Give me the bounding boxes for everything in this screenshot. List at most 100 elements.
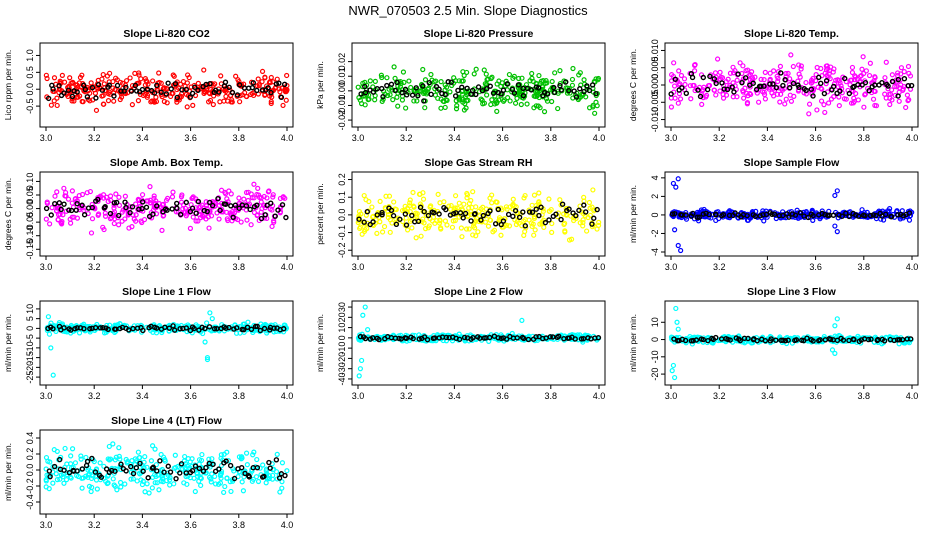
reference-point	[276, 475, 283, 481]
y-tick-label: 0	[25, 326, 35, 331]
data-point	[253, 474, 260, 480]
reference-point	[572, 336, 578, 342]
x-tick-label: 3.4	[136, 133, 149, 143]
data-point	[192, 488, 198, 495]
data-point	[475, 229, 481, 235]
reference-point	[591, 215, 597, 221]
y-tick-label: 5	[25, 316, 35, 321]
reference-point	[210, 461, 216, 468]
data-point	[56, 89, 62, 96]
reference-point	[672, 210, 678, 217]
data-point	[403, 105, 409, 111]
data-point	[825, 65, 831, 72]
data-point	[538, 78, 544, 84]
data-point	[903, 104, 909, 111]
data-point	[570, 65, 576, 72]
data-point	[393, 206, 399, 213]
data-point	[151, 98, 157, 104]
data-point	[274, 451, 280, 457]
x-tick-label: 3.8	[233, 133, 246, 143]
data-point	[671, 83, 678, 89]
data-point	[897, 85, 903, 91]
series-points	[668, 52, 915, 117]
data-point	[256, 194, 263, 200]
data-point	[683, 340, 689, 346]
y-tick-label: 10	[650, 317, 660, 327]
y-tick-label: 0	[337, 335, 347, 340]
data-point	[167, 477, 173, 483]
data-point	[676, 68, 682, 74]
reference-point	[183, 86, 190, 93]
data-point	[441, 199, 447, 205]
reference-point	[128, 463, 134, 470]
data-point	[53, 328, 59, 335]
data-point	[670, 180, 677, 187]
data-point	[111, 205, 117, 211]
reference-point	[357, 333, 364, 340]
data-point	[217, 480, 224, 486]
data-point	[110, 441, 116, 447]
data-point	[191, 475, 197, 481]
data-point	[207, 208, 213, 214]
reference-point	[761, 83, 767, 89]
reference-point	[483, 86, 490, 92]
y-tick-label: 0.01	[337, 67, 347, 85]
y-tick-label: 0	[650, 337, 660, 342]
data-point	[397, 84, 403, 90]
reference-point	[46, 468, 53, 474]
data-point	[268, 100, 274, 107]
data-point	[218, 187, 225, 193]
reference-point	[443, 206, 449, 213]
reference-point	[65, 87, 72, 93]
data-point	[270, 192, 276, 198]
reference-point	[384, 82, 390, 89]
reference-point	[89, 204, 95, 211]
y-tick-label: 0	[650, 212, 660, 217]
data-point	[204, 356, 211, 363]
reference-point	[144, 86, 151, 92]
reference-point	[495, 335, 501, 341]
data-point	[484, 92, 490, 98]
reference-point	[374, 212, 380, 218]
data-point	[698, 207, 704, 213]
data-point	[851, 95, 857, 101]
data-point	[362, 102, 368, 108]
reference-point	[562, 79, 569, 85]
series-points	[669, 176, 915, 254]
reference-point	[810, 212, 816, 219]
reference-point	[105, 326, 111, 332]
reference-point	[460, 215, 466, 221]
reference-point	[57, 456, 63, 463]
data-point	[717, 88, 723, 94]
data-point	[160, 454, 167, 460]
y-tick-label: -20	[650, 368, 660, 381]
y-axis-label: kPa per min.	[315, 61, 325, 109]
reference-point	[143, 204, 150, 210]
reference-point	[99, 87, 106, 93]
y-tick-label: 0.1	[337, 191, 347, 204]
reference-point	[273, 81, 280, 87]
reference-point	[73, 207, 79, 213]
data-point	[110, 476, 116, 482]
data-point	[494, 108, 500, 114]
data-point	[152, 480, 158, 486]
reference-point	[244, 324, 251, 330]
x-tick-label: 3.0	[665, 391, 678, 401]
reference-point	[390, 213, 397, 219]
data-point	[69, 214, 75, 220]
reference-point	[500, 87, 507, 93]
data-point	[88, 230, 95, 236]
reference-point	[97, 325, 104, 331]
data-point	[137, 91, 143, 97]
series-points	[355, 304, 602, 379]
data-point	[857, 73, 863, 80]
data-point	[756, 99, 762, 105]
reference-point	[547, 334, 553, 340]
reference-point	[724, 86, 731, 93]
data-point	[102, 213, 109, 219]
reference-point	[672, 76, 678, 82]
y-tick-label: -20	[337, 352, 347, 365]
reference-point	[232, 202, 239, 208]
data-point	[279, 85, 285, 91]
panels-container: Slope Li-820 CO2 Lico rppm per min. 3.0 3.2…	[3, 28, 919, 530]
